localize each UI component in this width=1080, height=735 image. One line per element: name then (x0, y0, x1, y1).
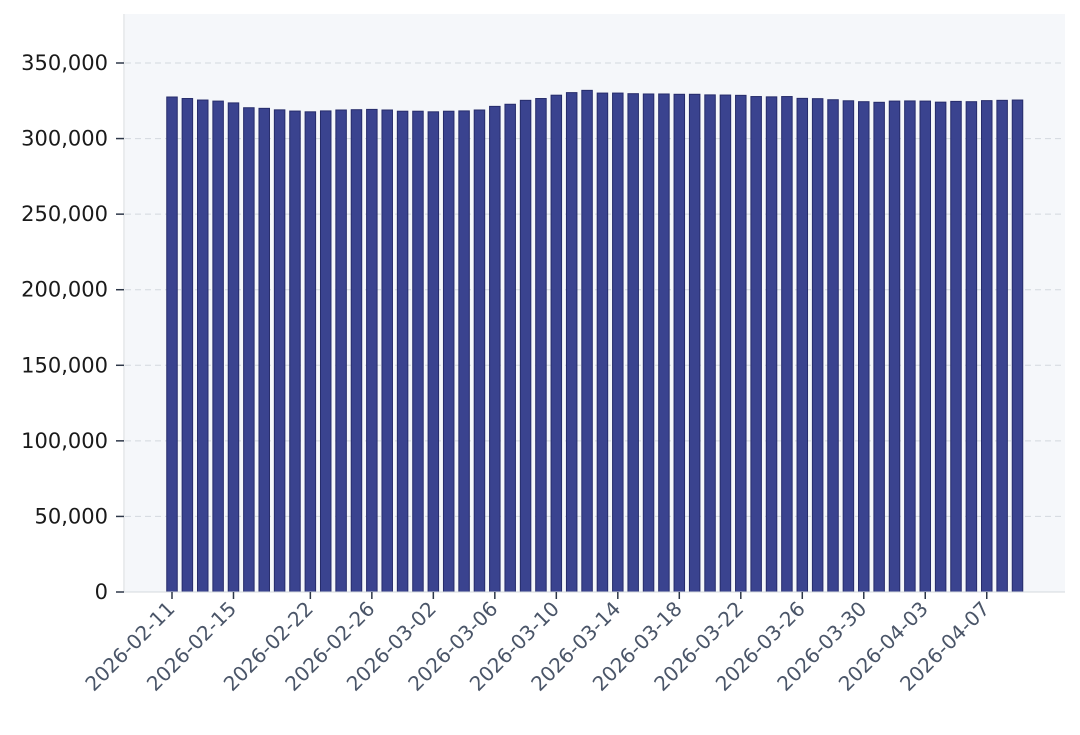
bars (166, 89, 1024, 593)
bar-2026-02-27 (381, 109, 393, 593)
bar-2026-03-29 (842, 100, 855, 593)
bar-2026-04-06 (965, 101, 978, 593)
bar-2026-03-28 (827, 99, 839, 593)
bar-2026-02-11 (166, 96, 178, 593)
y-tick-label: 350,000 (21, 51, 108, 75)
bar-2026-02-12 (181, 98, 194, 593)
bar-2026-03-03 (442, 110, 455, 593)
x-axis-ticks: 2026-02-112026-02-152026-02-222026-02-26… (80, 592, 994, 696)
bar-2026-03-12 (581, 89, 593, 593)
bar-2026-02-28 (396, 110, 409, 593)
bar-2026-03-19 (688, 93, 701, 593)
bar-2026-03-11 (565, 92, 578, 593)
bar-2026-03-22 (735, 94, 747, 593)
bar-2026-02-25 (350, 109, 363, 593)
bar-2026-02-26 (366, 108, 378, 593)
bar-2026-02-22 (304, 111, 317, 593)
bar-2026-03-13 (596, 92, 609, 593)
bar-2026-04-02 (904, 100, 916, 593)
bar-2026-03-16 (642, 93, 655, 593)
bar-2026-03-25 (781, 96, 793, 593)
bar-2026-02-14 (212, 100, 224, 593)
bar-2026-03-23 (750, 96, 762, 593)
bar-2026-03-04 (458, 110, 470, 593)
y-tick-label: 250,000 (21, 202, 108, 226)
bar-2026-02-21 (289, 110, 301, 593)
bar-2026-02-15 (227, 102, 240, 593)
bar-2026-04-09 (1011, 99, 1024, 593)
bar-2026-03-10 (550, 94, 563, 593)
bar-2026-03-27 (811, 98, 824, 593)
bar-2026-04-01 (888, 100, 901, 593)
bar-2026-03-18 (673, 93, 686, 593)
bar-2026-03-06 (489, 105, 501, 593)
y-tick-label: 150,000 (21, 353, 108, 377)
bar-2026-03-02 (427, 111, 440, 593)
bar-2026-02-23 (319, 110, 332, 593)
bar-2026-03-09 (535, 98, 547, 593)
bar-2026-02-24 (335, 109, 347, 593)
bar-2026-02-19 (258, 107, 270, 593)
y-tick-label: 0 (95, 580, 108, 604)
bar-2026-03-26 (796, 97, 809, 593)
bar-2026-03-14 (612, 92, 624, 593)
bar-2026-03-08 (519, 99, 532, 593)
bar-2026-04-08 (996, 99, 1008, 593)
bar-2026-02-13 (196, 99, 209, 593)
bar-2026-03-07 (504, 103, 516, 593)
bar-2026-03-20 (704, 94, 716, 593)
y-tick-label: 50,000 (35, 504, 108, 528)
bar-2026-03-21 (719, 94, 732, 593)
bar-2026-03-24 (765, 96, 778, 593)
bar-2026-04-05 (950, 100, 962, 593)
y-tick-label: 100,000 (21, 429, 108, 453)
y-tick-label: 300,000 (21, 127, 108, 151)
bar-2026-03-17 (658, 93, 670, 593)
y-axis-ticks: 0 50,000 100,000 150,000 200,000 250,000 300,0… (21, 51, 124, 604)
bar-2026-03-30 (858, 101, 870, 593)
bar-2026-03-05 (473, 109, 486, 593)
bar-2026-02-18 (243, 107, 255, 593)
bar-2026-04-04 (934, 101, 947, 593)
y-tick-label: 200,000 (21, 278, 108, 302)
bar-2026-03-15 (627, 93, 639, 593)
bar-2026-04-07 (981, 100, 993, 593)
bar-2026-02-20 (273, 109, 286, 593)
bar-2026-03-01 (412, 110, 424, 593)
bar-2026-03-31 (873, 101, 885, 593)
bar-2026-04-03 (919, 100, 932, 593)
